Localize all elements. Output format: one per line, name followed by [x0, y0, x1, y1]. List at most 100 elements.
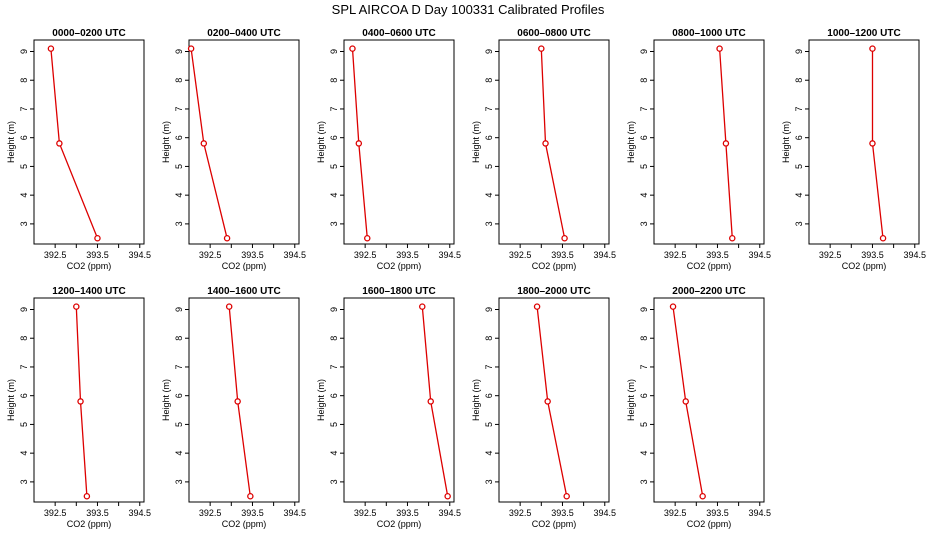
y-tick-label: 5 — [174, 164, 184, 169]
data-point — [364, 235, 371, 242]
figure-title: SPL AIRCOA D Day 100331 Calibrated Profi… — [332, 2, 605, 17]
panel-title: 0800–1000 UTC — [672, 28, 745, 39]
y-tick-label: 5 — [174, 422, 184, 427]
data-point — [869, 45, 876, 52]
x-axis-label: CO2 (ppm) — [842, 261, 887, 271]
data-point — [77, 398, 84, 405]
y-tick-label: 9 — [19, 49, 29, 54]
y-axis-label: Height (m) — [781, 121, 791, 163]
y-tick-label: 5 — [329, 422, 339, 427]
x-tick-label: 392.5 — [664, 508, 687, 518]
plot-frame — [498, 297, 610, 503]
y-tick-label: 3 — [174, 221, 184, 226]
y-tick-label: 8 — [484, 78, 494, 83]
y-tick-label: 4 — [639, 193, 649, 198]
x-tick-label: 393.5 — [706, 250, 729, 260]
y-tick-label: 8 — [794, 78, 804, 83]
y-tick-label: 7 — [174, 106, 184, 111]
x-tick-label: 392.5 — [44, 508, 67, 518]
data-point — [444, 493, 451, 500]
data-point — [563, 493, 570, 500]
data-point — [682, 398, 689, 405]
y-tick-label: 6 — [329, 135, 339, 140]
y-tick-label: 5 — [329, 164, 339, 169]
y-tick-label: 9 — [639, 307, 649, 312]
y-tick-label: 7 — [174, 364, 184, 369]
y-axis-label: Height (m) — [161, 379, 171, 421]
x-tick-label: 393.5 — [86, 250, 109, 260]
x-axis-label: CO2 (ppm) — [532, 519, 577, 529]
data-point — [542, 140, 549, 147]
y-tick-label: 6 — [794, 135, 804, 140]
x-tick-label: 392.5 — [509, 508, 532, 518]
y-tick-label: 8 — [174, 78, 184, 83]
y-tick-label: 8 — [329, 78, 339, 83]
x-tick-label: 393.5 — [706, 508, 729, 518]
x-tick-label: 394.5 — [129, 508, 152, 518]
y-tick-label: 5 — [19, 422, 29, 427]
x-tick-label: 393.5 — [861, 250, 884, 260]
x-axis-label: CO2 (ppm) — [377, 519, 422, 529]
x-tick-label: 392.5 — [44, 250, 67, 260]
profile-panel: 0800–1000 UTC 392.5 393.5 394.5 CO2 (ppm) 3 4 5… — [626, 28, 771, 271]
y-tick-label: 4 — [19, 193, 29, 198]
panel-title: 1600–1800 UTC — [362, 286, 435, 297]
plot-frame — [188, 297, 300, 503]
x-tick-label: 394.5 — [904, 250, 927, 260]
y-tick-label: 6 — [174, 135, 184, 140]
plot-frame — [33, 297, 145, 503]
y-axis-label: Height (m) — [6, 379, 16, 421]
y-axis-label: Height (m) — [471, 121, 481, 163]
y-tick-label: 4 — [174, 193, 184, 198]
y-tick-label: 9 — [484, 307, 494, 312]
y-tick-label: 7 — [484, 364, 494, 369]
data-point — [187, 45, 195, 52]
data-point — [538, 45, 545, 52]
x-axis-label: CO2 (ppm) — [532, 261, 577, 271]
data-point — [669, 303, 677, 310]
profile-panel: 2000–2200 UTC 392.5 393.5 394.5 CO2 (ppm) 3 4 5… — [626, 286, 771, 529]
x-axis-label: CO2 (ppm) — [67, 261, 112, 271]
profile-panel: 0400–0600 UTC 392.5 393.5 394.5 CO2 (ppm) 3 4 5… — [316, 28, 461, 271]
x-tick-label: 394.5 — [129, 250, 152, 260]
y-tick-label: 8 — [174, 336, 184, 341]
y-axis-label: Height (m) — [316, 379, 326, 421]
panel-title: 0400–0600 UTC — [362, 28, 435, 39]
x-tick-label: 394.5 — [749, 508, 772, 518]
panel-title: 1800–2000 UTC — [517, 286, 590, 297]
data-point — [83, 493, 91, 500]
y-tick-label: 4 — [484, 451, 494, 456]
x-tick-label: 394.5 — [749, 250, 772, 260]
data-point — [56, 140, 63, 147]
x-tick-label: 392.5 — [354, 250, 377, 260]
data-point — [355, 140, 363, 147]
y-tick-label: 8 — [329, 336, 339, 341]
y-tick-label: 9 — [794, 49, 804, 54]
x-axis-label: CO2 (ppm) — [222, 261, 267, 271]
data-point — [223, 235, 231, 242]
y-tick-label: 7 — [19, 106, 29, 111]
data-point — [729, 235, 736, 242]
plot-frame — [808, 39, 920, 245]
y-tick-label: 3 — [19, 479, 29, 484]
y-tick-label: 5 — [484, 164, 494, 169]
y-tick-label: 7 — [19, 364, 29, 369]
x-tick-label: 393.5 — [551, 508, 574, 518]
x-tick-label: 392.5 — [664, 250, 687, 260]
x-axis-label: CO2 (ppm) — [377, 261, 422, 271]
x-axis-label: CO2 (ppm) — [687, 519, 732, 529]
y-tick-label: 5 — [19, 164, 29, 169]
y-axis-label: Height (m) — [161, 121, 171, 163]
data-point — [699, 493, 706, 500]
x-axis-label: CO2 (ppm) — [67, 519, 112, 529]
y-tick-label: 5 — [639, 422, 649, 427]
x-tick-label: 392.5 — [199, 508, 222, 518]
y-tick-label: 3 — [329, 221, 339, 226]
panel-title: 1000–1200 UTC — [827, 28, 900, 39]
plot-frame — [653, 297, 765, 503]
x-tick-label: 393.5 — [396, 508, 419, 518]
y-tick-label: 9 — [19, 307, 29, 312]
y-tick-label: 9 — [484, 49, 494, 54]
y-tick-label: 6 — [19, 393, 29, 398]
